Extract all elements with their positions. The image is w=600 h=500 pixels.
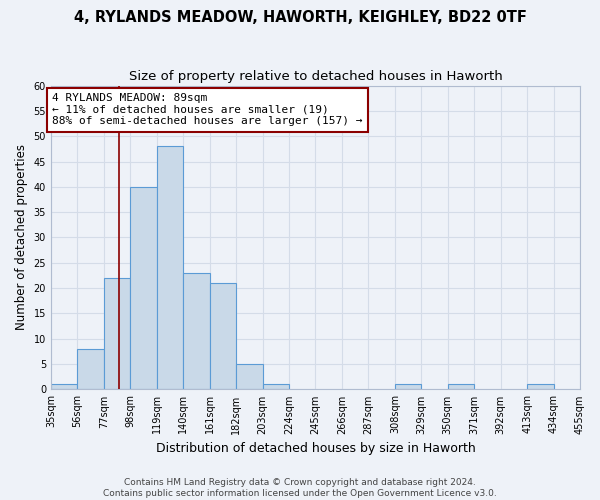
Bar xyxy=(104,278,130,390)
Text: 4, RYLANDS MEADOW, HAWORTH, KEIGHLEY, BD22 0TF: 4, RYLANDS MEADOW, HAWORTH, KEIGHLEY, BD… xyxy=(74,10,526,25)
Bar xyxy=(183,273,209,390)
Title: Size of property relative to detached houses in Haworth: Size of property relative to detached ho… xyxy=(128,70,502,83)
Bar xyxy=(395,384,421,390)
Y-axis label: Number of detached properties: Number of detached properties xyxy=(15,144,28,330)
Bar xyxy=(209,283,236,390)
Text: 4 RYLANDS MEADOW: 89sqm
← 11% of detached houses are smaller (19)
88% of semi-de: 4 RYLANDS MEADOW: 89sqm ← 11% of detache… xyxy=(52,93,362,126)
Bar xyxy=(157,146,183,390)
Bar xyxy=(448,384,474,390)
Bar xyxy=(77,349,104,390)
X-axis label: Distribution of detached houses by size in Haworth: Distribution of detached houses by size … xyxy=(155,442,475,455)
Bar xyxy=(130,187,157,390)
Bar xyxy=(236,364,263,390)
Bar xyxy=(51,384,77,390)
Text: Contains HM Land Registry data © Crown copyright and database right 2024.
Contai: Contains HM Land Registry data © Crown c… xyxy=(103,478,497,498)
Bar xyxy=(263,384,289,390)
Bar xyxy=(527,384,554,390)
